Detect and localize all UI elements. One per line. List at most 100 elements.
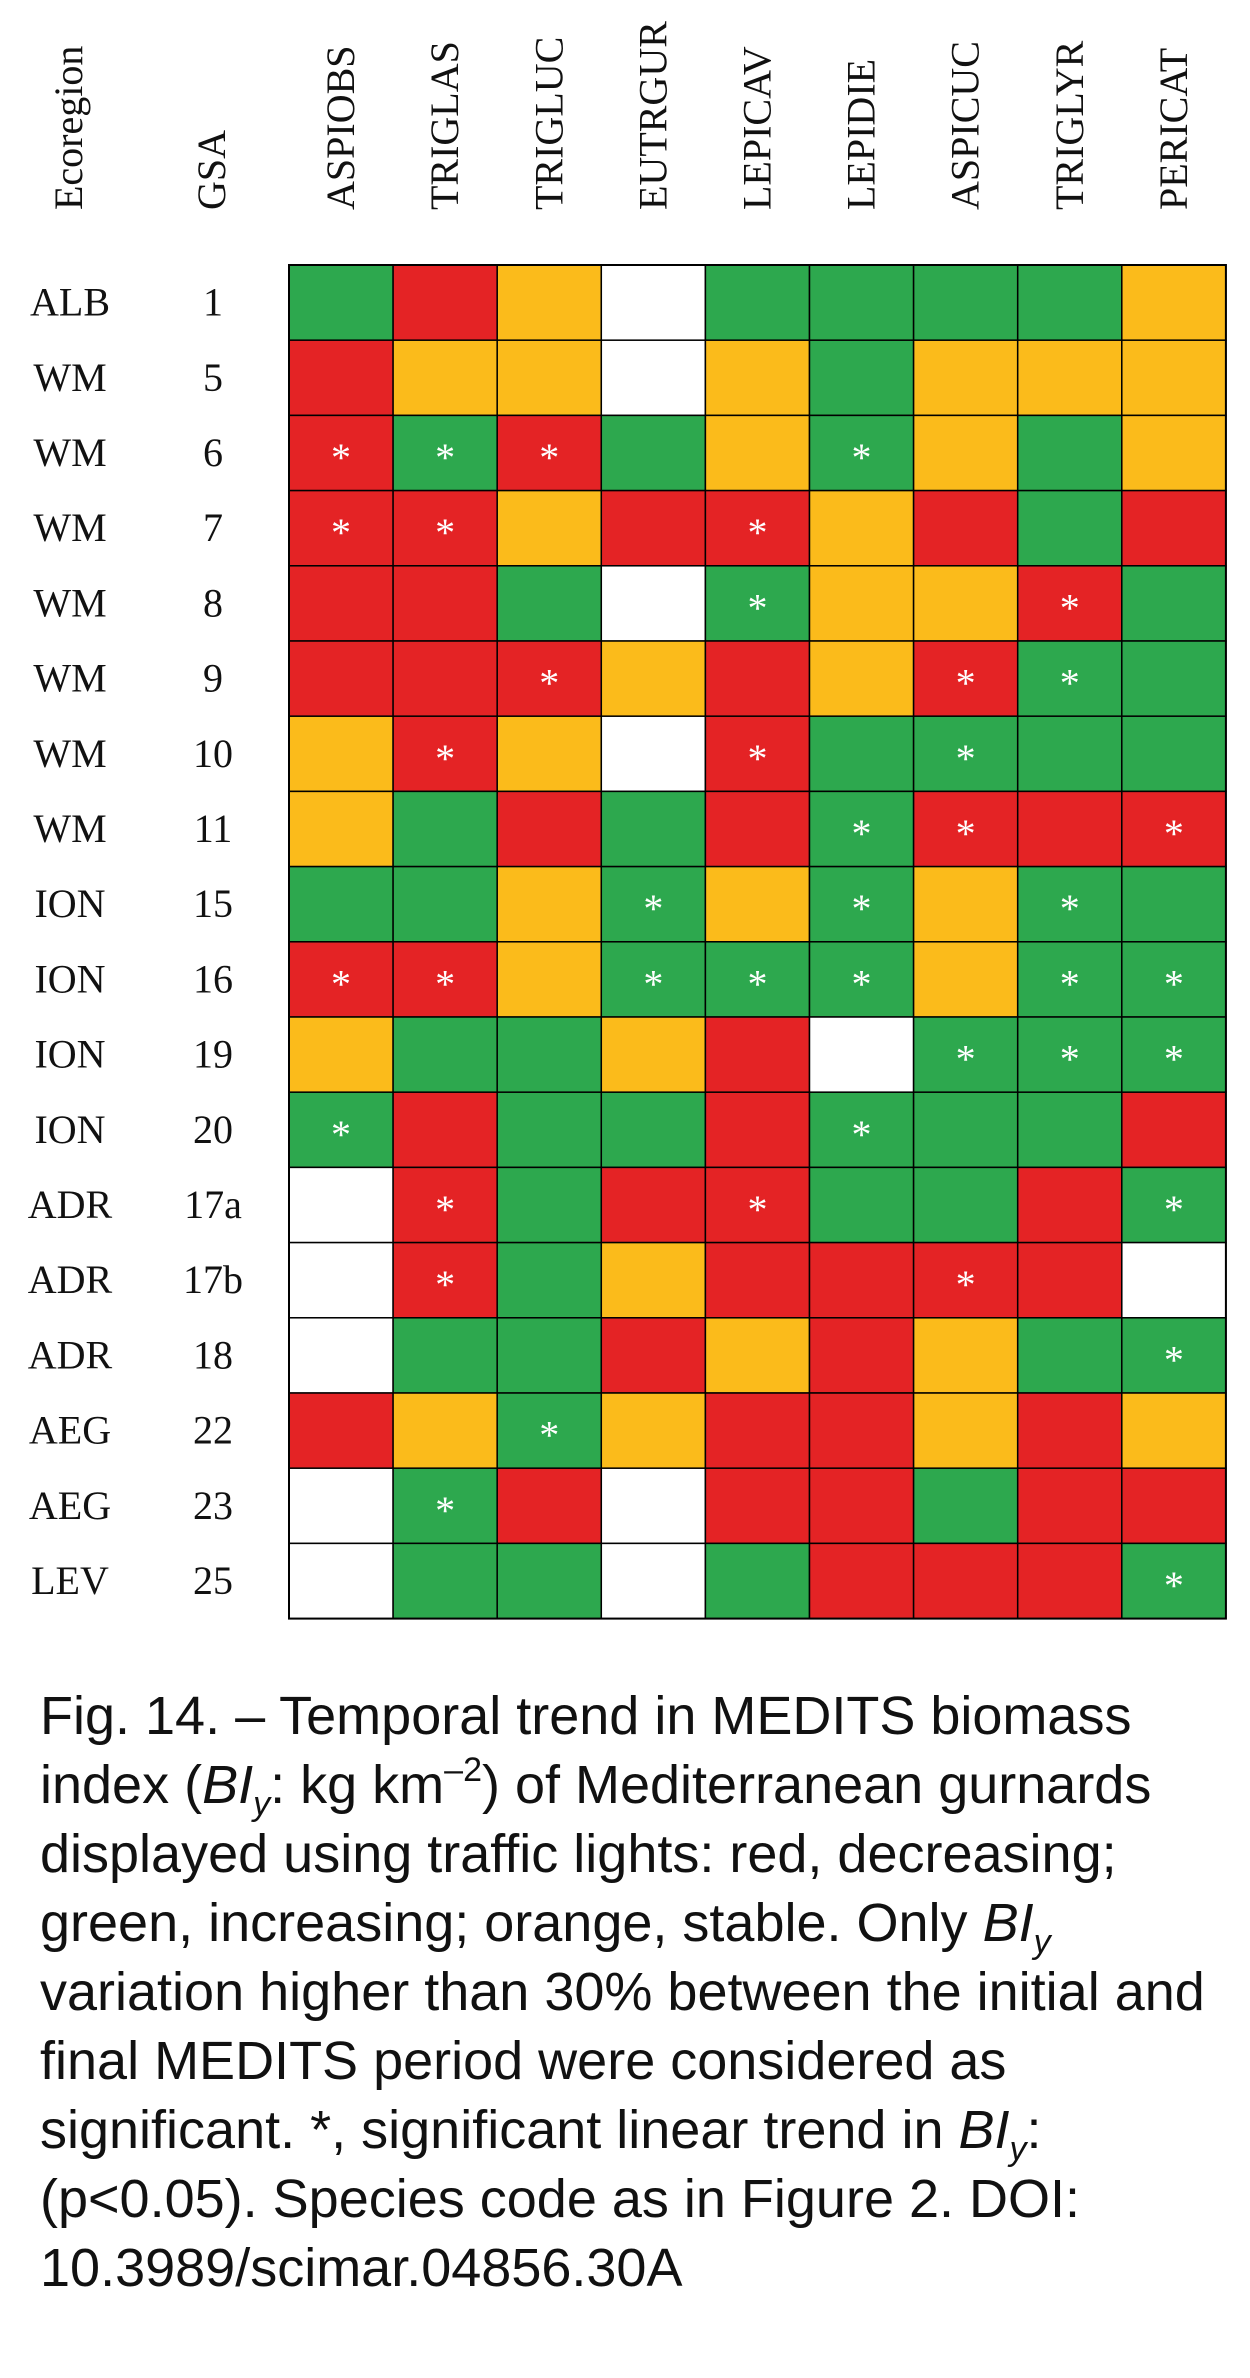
caption-text: ) of Mediterranean gurnards displayed us… [40,1755,1152,1953]
significance-star: * [956,811,976,856]
ecoregion-label: ION [34,956,105,1001]
heatmap-cell [1121,715,1227,793]
heatmap-cell [808,1467,915,1545]
heatmap-cell [392,1241,498,1319]
heatmap-cell [600,264,707,341]
heatmap-cell [496,1091,603,1169]
heatmap-cell [600,414,707,492]
heatmap-cell [1016,1542,1123,1620]
heatmap-cell [288,865,394,943]
heatmap-cell [496,865,603,943]
ecoregion-label: ADR [28,1332,113,1377]
heatmap-cell [704,1241,811,1319]
heatmap-cell [1121,1542,1227,1620]
heatmap-cell [600,489,707,567]
heatmap-cell [808,790,915,868]
heatmap-cell [1121,865,1227,943]
heatmap-cell [912,1091,1019,1169]
heatmap-cell [704,1016,811,1093]
gsa-label: 17a [184,1182,242,1227]
row-labels: ALB 1 WM 5 WM 6 WM 7 WM 8 WM 9 WM 10 WM 11 ION 15 ION 16 ION… [28,280,243,1603]
heatmap-cell [1121,1016,1227,1093]
heatmap-cell [1121,640,1227,717]
significance-star: * [747,510,767,555]
gsa-label: 5 [203,355,223,400]
significance-star: * [956,1037,976,1082]
heatmap-cell [1016,941,1123,1018]
heatmap-cell [1121,264,1227,341]
heatmap-cell [288,790,394,868]
significance-star: * [331,435,351,480]
heatmap-cell [496,790,603,868]
heatmap-cell [600,1467,707,1545]
heatmap-cell [1016,489,1123,567]
heatmap-cell [392,264,498,341]
heatmap-cell [1016,790,1123,868]
heatmap-cell [1121,1392,1227,1469]
gsa-label: 20 [193,1107,233,1152]
heatmap-cell [808,865,915,943]
heatmap-cell [288,715,394,793]
caption-bi-symbol: BI [958,2100,1010,2160]
significance-star: * [331,961,351,1006]
heatmap-cell [288,1467,394,1545]
heatmap-cell [392,790,498,868]
heatmap-cell [600,1016,707,1093]
gsa-label: 19 [193,1032,233,1077]
gsa-label: 6 [203,430,223,475]
heatmap-cell [912,489,1019,567]
heatmap-cell [704,640,811,717]
heatmap-cell [288,1392,394,1469]
significance-star: * [435,1262,455,1307]
traffic-light-heatmap: Ecoregion GSA ASPIOBS TRIGLAS TRIGLUC EUTRGUR… [28,21,1227,1620]
heatmap-cell [392,640,498,717]
ecoregion-label: WM [33,656,106,701]
heatmap-cell [392,1542,498,1620]
gsa-label: 17b [183,1257,243,1302]
gsa-label: 16 [193,956,233,1001]
heatmap-cell [600,1392,707,1469]
heatmap-cell [808,1166,915,1244]
ecoregion-header: Ecoregion [46,46,91,210]
heatmap-cell [912,264,1019,341]
significance-star: * [1060,961,1080,1006]
gsa-label: 8 [203,580,223,625]
ecoregion-label: AEG [29,1408,111,1453]
heatmap-cell [1121,1091,1227,1169]
significance-star: * [435,435,455,480]
heatmap-cell [912,565,1019,642]
significance-star: * [643,961,663,1006]
heatmap-cell [496,565,603,642]
heatmap-cell [1121,1317,1227,1394]
heatmap-cell [808,715,915,793]
heatmap-cell [912,1166,1019,1244]
heatmap-cell [600,1091,707,1169]
heatmap-cell [1121,1467,1227,1545]
heatmap-cell [808,264,915,341]
heatmap-cell [912,1317,1019,1394]
heatmap-cell [496,1392,603,1469]
species-header: PERICAT [1151,48,1196,210]
significance-star: * [747,961,767,1006]
heatmap-cell [496,1542,603,1620]
significance-stars: * * * * * * * * * * * * * * * * * * * * * * * * * * * * * * * * * * * * * * * *… [331,435,1184,1608]
heatmap-cell [1016,865,1123,943]
heatmap-cell [288,1166,394,1244]
significance-star: * [1060,886,1080,931]
heatmap-cell [496,339,603,417]
significance-star: * [747,585,767,630]
significance-star: * [747,1187,767,1232]
significance-star: * [435,1488,455,1533]
caption-text: : (p<0.05). Species code as in Figure 2.… [40,2100,1081,2298]
heatmap-cell [912,1392,1019,1469]
heatmap-cell [808,1542,915,1620]
significance-star: * [435,961,455,1006]
ecoregion-label: ION [34,881,105,926]
heatmap-cell [392,339,498,417]
column-headers: Ecoregion GSA ASPIOBS TRIGLAS TRIGLUC EUTRGUR… [46,21,1196,210]
heatmap-cell [600,1241,707,1319]
heatmap-cell [496,264,603,341]
significance-star: * [1164,1563,1184,1608]
heatmap-cell [808,339,915,417]
gsa-label: 23 [193,1483,233,1528]
